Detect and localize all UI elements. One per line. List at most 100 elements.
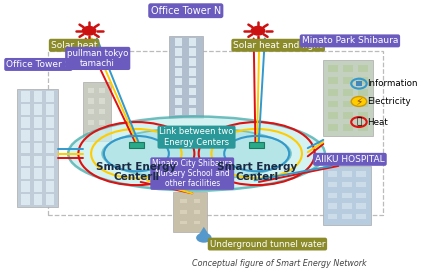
Bar <box>169 36 203 118</box>
Text: Electricity: Electricity <box>367 97 410 106</box>
Bar <box>189 68 196 76</box>
Bar <box>21 156 30 166</box>
Bar <box>189 78 196 86</box>
Bar <box>356 193 366 198</box>
Bar <box>356 171 366 177</box>
Bar <box>189 38 196 46</box>
Text: Conceptual figure of Smart Energy Network: Conceptual figure of Smart Energy Networ… <box>192 259 366 268</box>
Bar <box>46 104 54 115</box>
Bar <box>175 88 182 96</box>
Bar <box>358 112 368 119</box>
Circle shape <box>251 26 265 35</box>
Bar <box>342 171 352 177</box>
Bar <box>328 65 338 72</box>
Bar <box>175 108 182 116</box>
Text: Minato Park Shibaura: Minato Park Shibaura <box>302 36 398 45</box>
Text: Minato City Shibaura
Nursery School and
other facilities: Minato City Shibaura Nursery School and … <box>152 159 232 188</box>
Bar <box>46 130 54 140</box>
Bar <box>99 130 105 136</box>
Bar <box>21 117 30 128</box>
Text: Link between two
Energy Centers: Link between two Energy Centers <box>159 127 234 147</box>
Bar <box>99 109 105 114</box>
Bar <box>46 91 54 102</box>
Bar <box>194 221 200 224</box>
Bar <box>46 143 54 153</box>
Bar <box>249 142 264 148</box>
Text: Heat: Heat <box>367 117 388 127</box>
Bar <box>21 181 30 192</box>
Text: Smart Energy
CenterⅡ: Smart Energy CenterⅡ <box>96 162 177 182</box>
Bar <box>189 98 196 106</box>
Bar <box>88 109 94 114</box>
Bar <box>328 89 338 96</box>
Polygon shape <box>198 227 209 235</box>
Bar <box>343 101 353 107</box>
Bar <box>358 77 368 84</box>
Circle shape <box>82 26 96 35</box>
Bar <box>175 38 182 46</box>
Bar <box>46 117 54 128</box>
Bar <box>180 221 186 224</box>
Bar <box>342 182 352 187</box>
Bar <box>88 120 94 125</box>
Bar <box>328 193 337 198</box>
Bar <box>173 192 207 232</box>
Bar <box>342 204 352 209</box>
Text: pullman tokyo
tamachi: pullman tokyo tamachi <box>67 49 129 68</box>
Bar <box>343 124 353 131</box>
Bar <box>343 65 353 72</box>
Bar <box>324 166 371 225</box>
Bar <box>328 171 337 177</box>
Bar <box>358 124 368 131</box>
Bar <box>189 108 196 116</box>
Bar <box>343 77 353 84</box>
Bar <box>328 112 338 119</box>
Bar <box>21 130 30 140</box>
Text: ⚡: ⚡ <box>356 96 363 106</box>
Bar <box>34 91 42 102</box>
Bar <box>342 193 352 198</box>
Bar <box>324 60 373 136</box>
Bar <box>328 214 337 219</box>
Text: AIIKU HOSPITAL: AIIKU HOSPITAL <box>315 155 385 164</box>
Text: Solar heat and light: Solar heat and light <box>233 41 323 50</box>
Text: Smart Energy
CenterⅠ: Smart Energy CenterⅠ <box>217 162 297 182</box>
Bar <box>99 98 105 104</box>
Bar <box>358 65 368 72</box>
Text: Office Tower N: Office Tower N <box>151 6 221 16</box>
Bar <box>34 104 42 115</box>
Text: Office Tower S: Office Tower S <box>6 60 71 69</box>
Bar <box>175 68 182 76</box>
Bar <box>343 112 353 119</box>
Bar <box>88 98 94 104</box>
Bar <box>34 181 42 192</box>
Bar <box>34 143 42 153</box>
Bar <box>34 130 42 140</box>
Bar <box>356 214 366 219</box>
Bar <box>46 181 54 192</box>
Bar <box>358 101 368 107</box>
Bar <box>194 199 200 203</box>
Bar <box>175 98 182 106</box>
Bar <box>358 89 368 96</box>
Bar <box>34 156 42 166</box>
Bar <box>180 199 186 203</box>
Bar <box>194 210 200 214</box>
Text: 🔥: 🔥 <box>356 117 362 127</box>
Bar <box>21 143 30 153</box>
Text: Underground tunnel water: Underground tunnel water <box>210 240 325 248</box>
Bar <box>189 58 196 66</box>
Circle shape <box>351 97 367 106</box>
Bar <box>175 58 182 66</box>
Bar <box>328 101 338 107</box>
Bar <box>99 88 105 93</box>
Text: Solar heat: Solar heat <box>51 41 97 50</box>
Bar <box>328 182 337 187</box>
Bar <box>189 88 196 96</box>
Bar <box>356 204 366 209</box>
Bar <box>88 130 94 136</box>
Bar <box>21 104 30 115</box>
Bar <box>175 48 182 56</box>
Bar <box>34 194 42 205</box>
Bar <box>356 81 362 86</box>
